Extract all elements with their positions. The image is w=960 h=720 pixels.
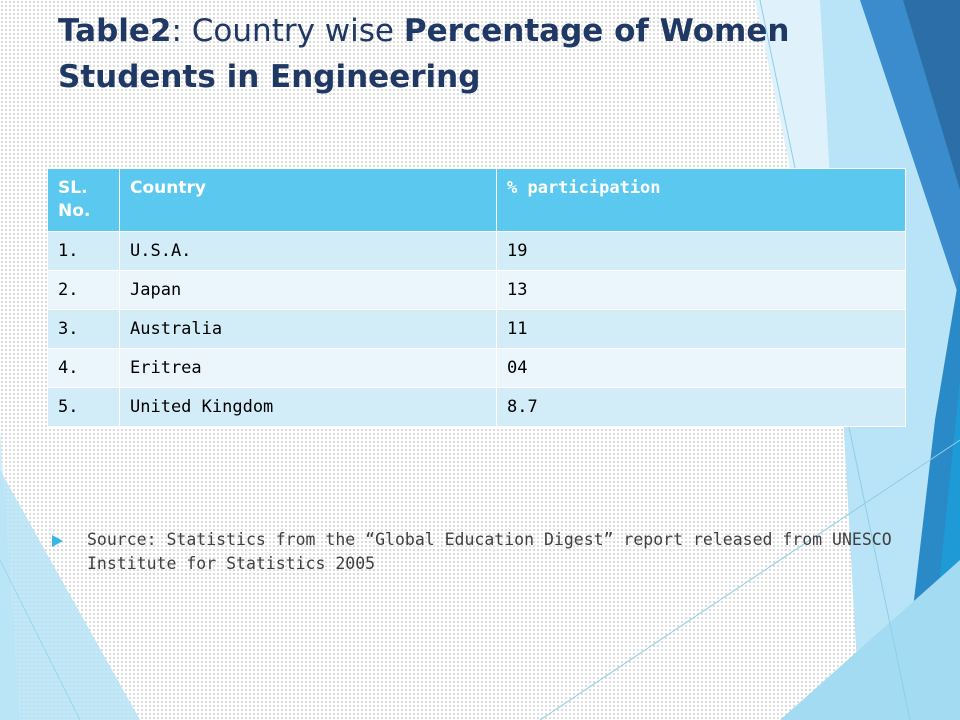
cell-country: Eritrea bbox=[119, 348, 497, 388]
cell-sl-no: 5. bbox=[47, 387, 120, 427]
cell-participation: 8.7 bbox=[496, 387, 906, 427]
cell-sl-no: 4. bbox=[47, 348, 120, 388]
table-row: 3. Australia 11 bbox=[47, 309, 906, 349]
cell-participation: 19 bbox=[496, 231, 906, 271]
title-table-label: Table2 bbox=[58, 13, 172, 49]
table-row: 1. U.S.A. 19 bbox=[47, 231, 906, 271]
title-middle: : Country wise bbox=[171, 13, 404, 49]
table-row: 2. Japan 13 bbox=[47, 270, 906, 310]
cell-sl-no: 2. bbox=[47, 270, 120, 310]
cell-sl-no: 1. bbox=[47, 231, 120, 271]
cell-country: United Kingdom bbox=[119, 387, 497, 427]
table-row: 4. Eritrea 04 bbox=[47, 348, 906, 388]
cell-country: Australia bbox=[119, 309, 497, 349]
source-note: Source: Statistics from the “Global Educ… bbox=[52, 528, 902, 576]
cell-sl-no: 3. bbox=[47, 309, 120, 349]
cell-participation: 04 bbox=[496, 348, 906, 388]
column-header-sl-no: SL. No. bbox=[47, 168, 120, 232]
cell-participation: 13 bbox=[496, 270, 906, 310]
table-header-row: SL. No. Country % participation bbox=[47, 168, 906, 232]
cell-country: U.S.A. bbox=[119, 231, 497, 271]
column-header-country: Country bbox=[119, 168, 497, 232]
title-subject: Percentage of Women Students in Engineer… bbox=[58, 13, 790, 95]
column-header-participation: % participation bbox=[496, 168, 906, 232]
page-title: Table2: Country wise Percentage of Women… bbox=[58, 8, 878, 100]
triangle-bullet-icon bbox=[52, 535, 63, 547]
table-row: 5. United Kingdom 8.7 bbox=[47, 387, 906, 427]
cell-participation: 11 bbox=[496, 309, 906, 349]
cell-country: Japan bbox=[119, 270, 497, 310]
source-text: Source: Statistics from the “Global Educ… bbox=[87, 530, 892, 573]
participation-table: SL. No. Country % participation 1. U.S.A… bbox=[47, 168, 906, 427]
